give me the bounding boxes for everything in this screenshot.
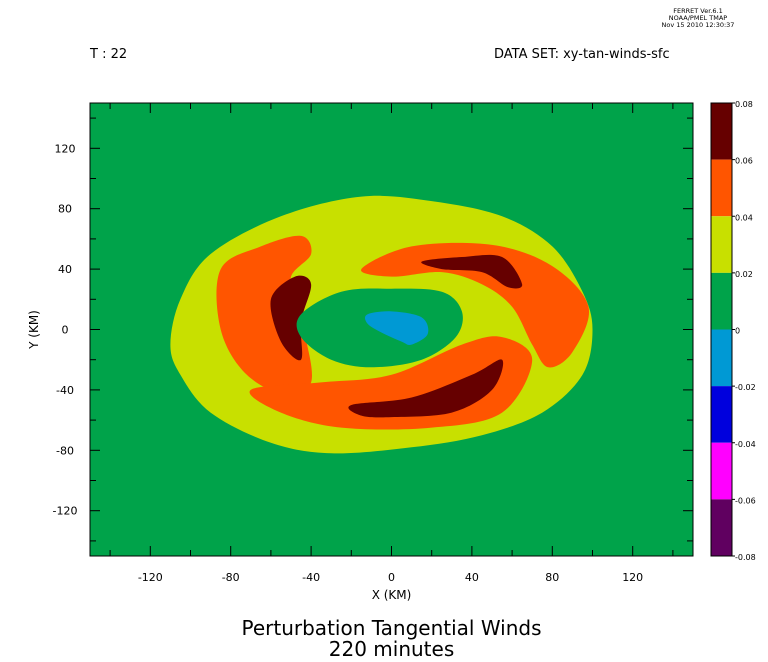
contour-region-west-arm <box>216 235 312 398</box>
colorbar-label: -0.08 <box>735 553 756 562</box>
colorbar-segment <box>711 386 732 443</box>
time-label: T : 22 <box>90 47 128 62</box>
chart-title-block: Perturbation Tangential Winds 220 minute… <box>90 618 693 660</box>
colorbar-segment <box>711 329 732 387</box>
colorbar-label: 0 <box>735 327 740 336</box>
contour-region-south-core <box>348 359 504 418</box>
colorbar-label: 0.02 <box>735 270 753 279</box>
chart-title: Perturbation Tangential Winds <box>241 616 542 640</box>
y-tick-label: 120 <box>55 142 76 155</box>
contour-region-west-core <box>270 275 312 361</box>
contour-region-north-arm <box>361 242 590 368</box>
colorbar-segment <box>711 103 732 160</box>
contour-region-north-core <box>421 254 523 289</box>
colorbar-label: -0.04 <box>735 440 756 449</box>
colorbar-segment <box>711 272 732 330</box>
y-tick-label: 40 <box>58 263 72 276</box>
x-tick-label: -120 <box>138 571 163 584</box>
colorbar-label: -0.06 <box>735 496 756 505</box>
ferret-stamp: FERRET Ver.6.1 NOAA/PMEL TMAP Nov 15 201… <box>636 8 760 29</box>
y-tick-label: 80 <box>58 203 72 216</box>
colorbar-label: 0.08 <box>735 100 753 109</box>
dataset-label: DATA SET: xy-tan-winds-sfc <box>494 47 670 62</box>
y-tick-label: -40 <box>56 384 74 397</box>
y-tick-label: 0 <box>62 324 69 337</box>
x-tick-label: 0 <box>388 571 395 584</box>
x-axis-label: X (KM) <box>372 588 412 602</box>
colorbar-label: -0.02 <box>735 383 756 392</box>
x-tick-label: 40 <box>465 571 479 584</box>
x-tick-label: 80 <box>545 571 559 584</box>
x-tick-label: 120 <box>622 571 643 584</box>
y-tick-label: -80 <box>56 444 74 457</box>
y-axis-label: Y (KM) <box>27 310 41 350</box>
colorbar-label: 0.06 <box>735 157 753 166</box>
colorbar-segment <box>711 216 732 273</box>
colorbar-segment <box>711 442 732 500</box>
chart-subtitle: 220 minutes <box>328 637 455 661</box>
colorbar-label: 0.04 <box>735 213 753 222</box>
x-tick-label: -80 <box>222 571 240 584</box>
ferret-line-date: Nov 15 2010 12:30:37 <box>661 21 735 29</box>
colorbar-segment <box>711 499 732 556</box>
ferret-line-org: NOAA/PMEL TMAP <box>668 14 728 22</box>
colorbar-segment <box>711 159 732 217</box>
y-tick-label: -120 <box>53 505 78 518</box>
x-tick-label: -40 <box>302 571 320 584</box>
contour-region-center <box>364 311 429 345</box>
ferret-line-version: FERRET Ver.6.1 <box>673 7 723 15</box>
